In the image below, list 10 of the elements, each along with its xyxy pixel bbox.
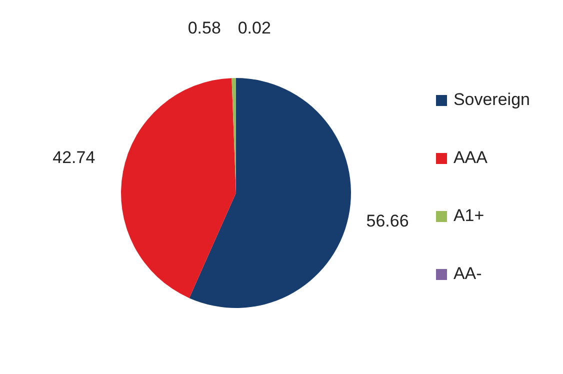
pie-slice (189, 78, 351, 308)
data-label: 0.02 (238, 18, 271, 38)
data-label: 42.74 (52, 148, 96, 168)
pie-slice (121, 78, 236, 298)
data-label: 0.58 (188, 18, 221, 38)
data-label: 56.66 (366, 212, 409, 231)
legend-label: A1+ (453, 206, 484, 226)
legend-label: Sovereign (453, 90, 530, 110)
legend-label: AAA (453, 148, 488, 168)
legend-label: AA- (453, 264, 482, 284)
